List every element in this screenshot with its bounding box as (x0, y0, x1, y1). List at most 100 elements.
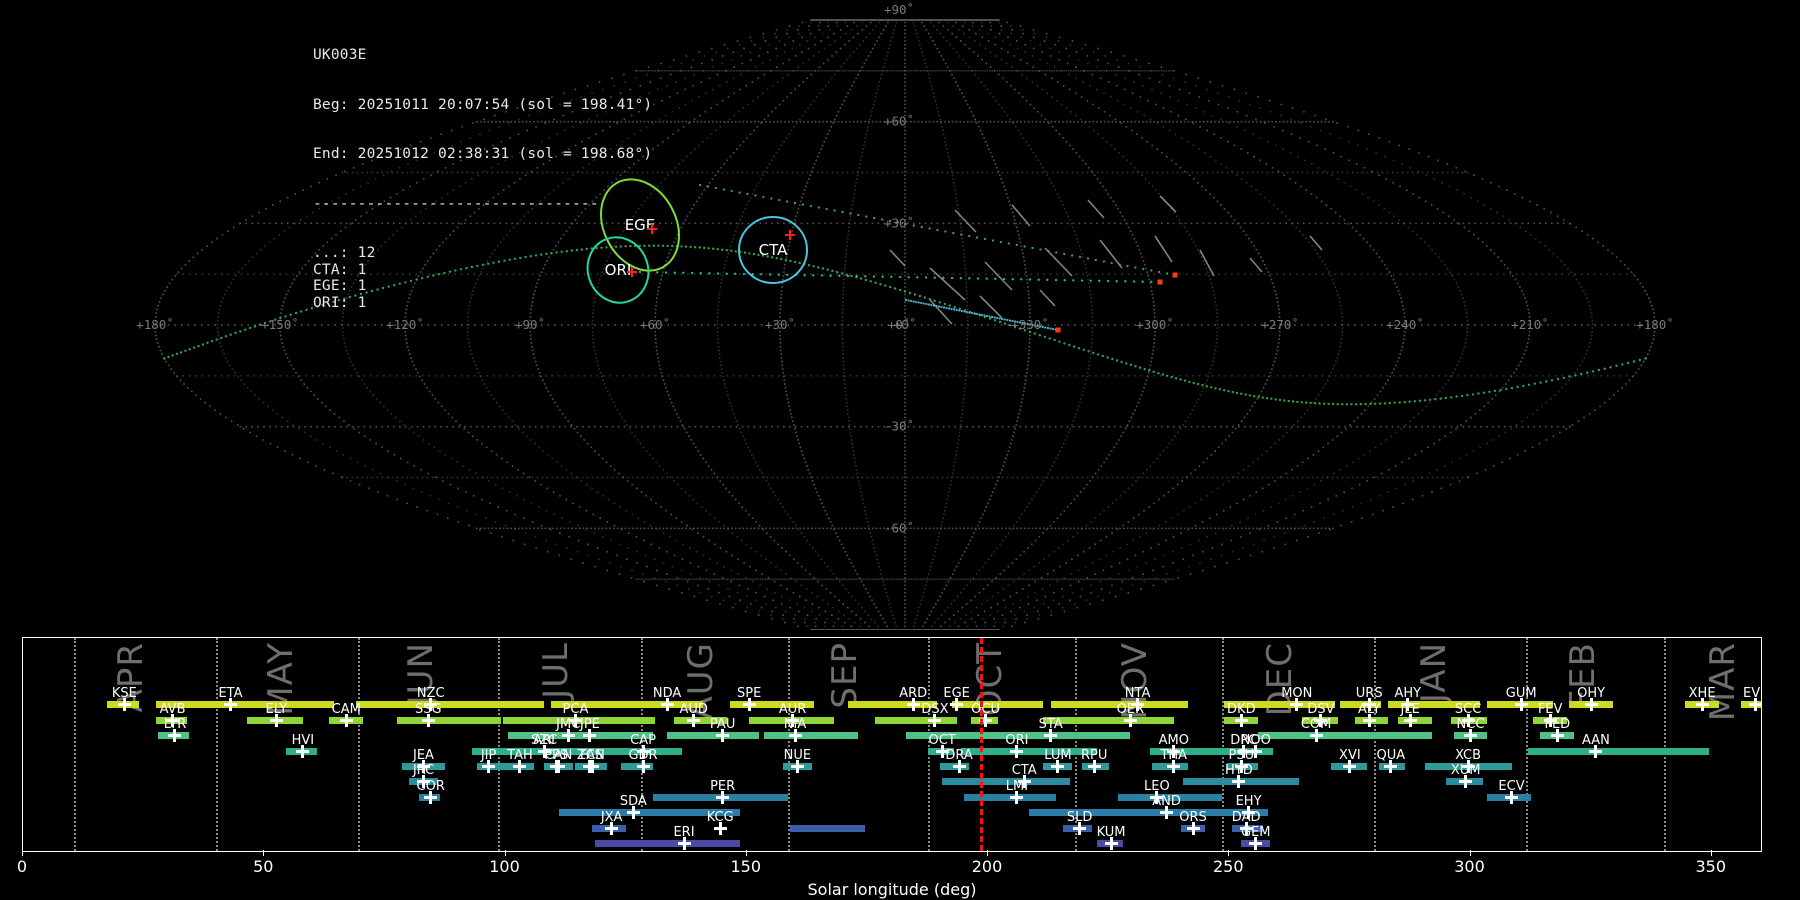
shower-bar-URS[interactable] (1340, 701, 1382, 709)
shower-bar-NDA[interactable] (551, 701, 704, 709)
shower-peak-marker-ORI (1010, 744, 1024, 758)
shower-peak-marker-GDR (636, 760, 650, 773)
shower-bar-NTA[interactable] (1050, 701, 1189, 709)
info-divider: -------------------------------- (313, 195, 599, 212)
dec-label-+0: +0˚ (888, 317, 911, 332)
x-axis-label: Solar longitude (deg) (807, 880, 977, 899)
shower-count-1: CTA: 1 (313, 261, 367, 278)
shower-label-URS: URS (1355, 686, 1383, 702)
shower-bar-NOO[interactable] (1195, 747, 1273, 755)
shower-peak-marker-NTA (1131, 698, 1145, 712)
month-divider-APR (73, 638, 76, 851)
ra-label-+0: +0˚ (894, 317, 917, 332)
shower-label-NTA: NTA (1124, 686, 1151, 702)
x-tick-label-150: 150 (730, 857, 762, 876)
shower-bar-AAN[interactable] (1528, 747, 1710, 755)
month-label-MAR: MAR (1703, 642, 1744, 722)
shower-label-JIP: JIP (480, 748, 497, 763)
shower-bar-NIA[interactable] (763, 732, 858, 740)
shower-bar-MON[interactable] (1224, 701, 1336, 709)
shower-label-PER: PER (710, 778, 736, 794)
shower-bar-PAU[interactable] (667, 732, 759, 740)
shower-label-QUA: QUA (1376, 748, 1406, 763)
shower-peak-marker-COM (1309, 729, 1323, 743)
shower-peak-marker-XCB (1461, 760, 1475, 773)
shower-label-AUR: AUR (778, 701, 807, 717)
x-tick-350 (1710, 850, 1712, 856)
shower-bar-OER[interactable] (1043, 716, 1174, 724)
shower-peak-marker-NIA (788, 729, 802, 743)
shower-label-GUM: GUM (1505, 686, 1537, 702)
shower-bar-ETA[interactable] (155, 701, 335, 709)
shower-peak-marker-XUM (1459, 775, 1473, 789)
shower-peak-marker-ECV (1505, 790, 1518, 804)
shower-peak-marker-KUM (1104, 837, 1118, 850)
current-solar-longitude-marker (980, 638, 984, 851)
shower-peak-marker-JXA (605, 821, 619, 835)
shower-peak-marker-THA (1167, 760, 1181, 773)
shower-bar-AND[interactable] (1029, 809, 1244, 817)
shower-bar-CTA[interactable] (942, 778, 1071, 786)
x-tick-100 (504, 850, 506, 856)
shower-peak-marker-JRC (416, 775, 430, 789)
shower-label-JXA: JXA (600, 809, 623, 825)
shower-peak-marker-OCU (979, 713, 993, 727)
shower-bar-CAP[interactable] (563, 747, 682, 755)
shower-label-JEA: JEA (412, 748, 434, 763)
shower-peak-marker-LMI (1010, 790, 1024, 804)
shower-peak-marker-CAM (339, 713, 353, 727)
shower-label-AAN: AAN (1582, 732, 1610, 748)
radiant-ellipse-EGE (600, 178, 680, 272)
shower-peak-marker-DSX (928, 713, 942, 727)
shower-label-XHE: XHE (1688, 686, 1716, 702)
shower-peak-marker-SDA (626, 806, 640, 820)
shower-bar-LMI[interactable] (963, 793, 1056, 801)
shower-bar-KCG[interactable] (790, 824, 865, 832)
shower-peak-marker-CTA (1017, 775, 1031, 789)
shower-label-DKD: DKD (1227, 701, 1256, 717)
shower-bar-SDA[interactable] (558, 809, 740, 817)
shower-label-DSV: DSV (1307, 701, 1335, 717)
timeline-plot-area: APR MAY JUN JUL AUG SEP OCT NOV DEC JAN FEB MAR ERI K… (23, 638, 1761, 851)
shower-bar-ERI[interactable] (594, 840, 740, 847)
shower-bar-AHY[interactable] (1388, 701, 1481, 709)
shower-label-NOO: NOO (1240, 732, 1271, 748)
shower-label-FAN: FAN (579, 748, 605, 763)
ra-label-+330: +330˚ (1011, 317, 1049, 332)
shower-bar-AUD[interactable] (674, 716, 728, 724)
shower-label-EHY: EHY (1235, 794, 1262, 810)
shower-label-JPE: JPE (579, 717, 600, 733)
shower-peak-marker-JPE (583, 729, 597, 743)
shower-count-3: ORI: 1 (313, 294, 367, 311)
begin-time: Beg: 20251011 20:07:54 (sol = 198.41°) (313, 96, 653, 113)
shower-peak-marker-NOO (1249, 744, 1263, 758)
shower-count-list: ...: 12 CTA: 1 EGE: 1 ORI: 1 (313, 245, 652, 311)
shower-bar-STA[interactable] (905, 732, 1131, 740)
shower-peak-marker-AUR (786, 713, 800, 727)
shower-bar-JPE[interactable] (548, 732, 653, 740)
ra-label-+270: +270˚ (1261, 317, 1299, 332)
shower-peak-marker-TAH (513, 760, 527, 773)
shower-bar-SSG[interactable] (396, 716, 501, 724)
shower-bar-ARD[interactable] (848, 701, 938, 709)
shower-peak-marker-ALY (1362, 713, 1376, 727)
ra-label-+90: +90˚ (515, 317, 545, 332)
shower-bar-SPE[interactable] (729, 701, 815, 709)
shower-bar-LEO[interactable] (1118, 793, 1222, 801)
shower-bar-ORI[interactable] (961, 747, 1097, 755)
shower-bar-EGE[interactable] (951, 701, 1044, 709)
ra-label-+210: +210˚ (1511, 317, 1549, 332)
shower-label-DPC: DPC (1230, 732, 1258, 748)
station-id: UK003E (313, 47, 367, 63)
ra-label-+300: +300˚ (1136, 317, 1174, 332)
shower-bar-NZC[interactable] (355, 701, 545, 709)
shower-peak-marker-XHE (1695, 698, 1709, 712)
month-divider-JUL (498, 638, 501, 851)
month-label-SEP: SEP (825, 642, 866, 709)
shower-bar-COM[interactable] (1258, 732, 1432, 740)
ra-label-+30: +30˚ (765, 317, 795, 332)
shower-peak-marker-QUA (1384, 760, 1398, 773)
shower-peak-marker-AVB (166, 713, 180, 727)
shower-bar-DSX[interactable] (874, 716, 957, 724)
